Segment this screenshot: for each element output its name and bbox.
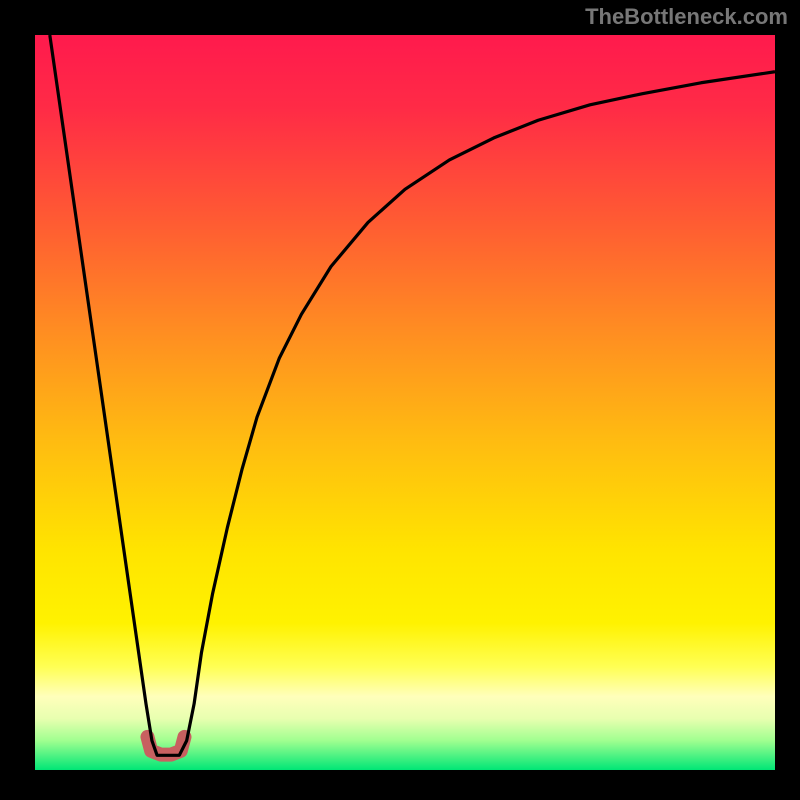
plot-area	[35, 35, 775, 770]
gradient-background	[35, 35, 775, 770]
chart-svg	[35, 35, 775, 770]
chart-container: TheBottleneck.com	[0, 0, 800, 800]
watermark-text: TheBottleneck.com	[585, 4, 788, 30]
